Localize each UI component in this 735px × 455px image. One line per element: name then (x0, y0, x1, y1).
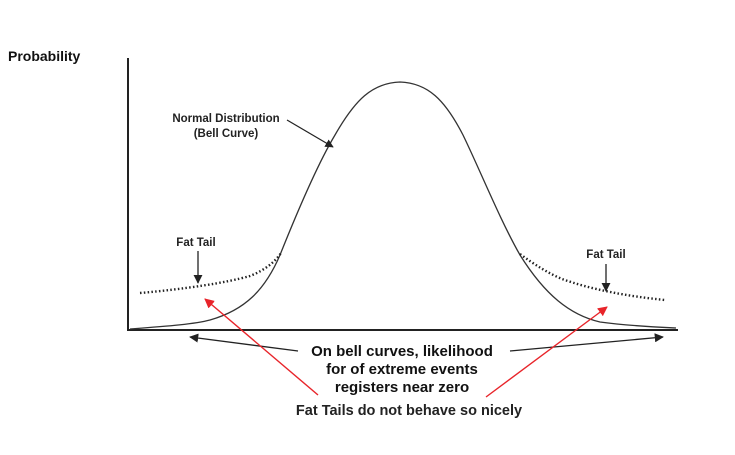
note-line-2: for of extreme events (326, 361, 478, 378)
y-axis-label: Probability (8, 48, 81, 64)
fat-tail-right-label: Fat Tail (586, 249, 625, 261)
bell-curve-label: (Bell Curve) (194, 128, 259, 140)
note-line-3: registers near zero (335, 379, 469, 396)
fat-tail-left-label: Fat Tail (176, 237, 215, 249)
fat-tails-red-note: Fat Tails do not behave so nicely (296, 403, 522, 419)
left-extreme-arrow (189, 333, 299, 352)
fat-tail-right-curve (519, 253, 666, 302)
red-arrow-left (204, 298, 319, 396)
red-arrow-right (485, 306, 608, 398)
normal-distribution-label: Normal Distribution (172, 113, 279, 125)
right-extreme-arrow (509, 333, 664, 352)
bell-curve (129, 81, 677, 330)
normal-distribution-pointer (286, 119, 334, 148)
fat-tail-left-curve (139, 252, 282, 295)
note-line-1: On bell curves, likelihood (311, 343, 493, 360)
